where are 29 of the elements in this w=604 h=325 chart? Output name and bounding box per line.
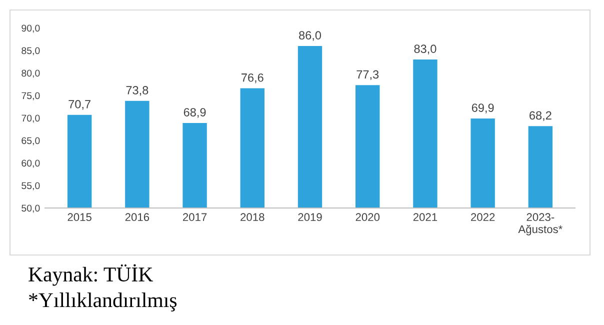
data-label: 77,3	[356, 70, 379, 80]
text: Kaynak: TÜİK	[28, 264, 153, 286]
y-tick-label: 80,0	[22, 70, 40, 78]
x-tick-label: 2019	[298, 213, 322, 222]
y-tick-label: 55,0	[22, 182, 40, 190]
x-tick-label: 2021	[413, 213, 438, 222]
y-tick-label: 75,0	[22, 92, 40, 100]
x-tick-label: 2016	[125, 213, 150, 222]
x-tick-label: 2018	[240, 213, 264, 222]
y-tick-label: 65,0	[22, 137, 40, 146]
data-label: 86,0	[299, 31, 322, 41]
y-tick-label: 85,0	[22, 47, 40, 56]
data-label: 83,0	[414, 44, 436, 54]
x-tick-label: 2017	[182, 213, 207, 222]
x-tick-label: 2015	[68, 213, 92, 222]
x-tick-label: 2023- Ağustos*	[518, 213, 562, 236]
x-tick-label: 2020	[356, 213, 380, 222]
y-tick-label: 50,0	[22, 204, 40, 213]
data-label: 76,6	[242, 73, 264, 84]
data-label: 69,9	[472, 104, 494, 114]
y-tick-label: 60,0	[22, 160, 40, 168]
y-tick-label: 70,0	[22, 114, 40, 123]
data-label: 70,7	[68, 100, 90, 110]
data-label: 73,8	[126, 86, 148, 96]
data-label: 68,2	[530, 111, 552, 121]
y-tick-label: 90,0	[22, 24, 40, 33]
text: *Yıllıklandırılmış	[29, 292, 177, 312]
x-tick-label: 2022	[471, 213, 495, 222]
data-label: 68,9	[184, 108, 206, 118]
